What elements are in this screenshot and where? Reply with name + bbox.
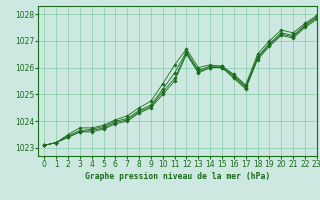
X-axis label: Graphe pression niveau de la mer (hPa): Graphe pression niveau de la mer (hPa) <box>85 172 270 181</box>
